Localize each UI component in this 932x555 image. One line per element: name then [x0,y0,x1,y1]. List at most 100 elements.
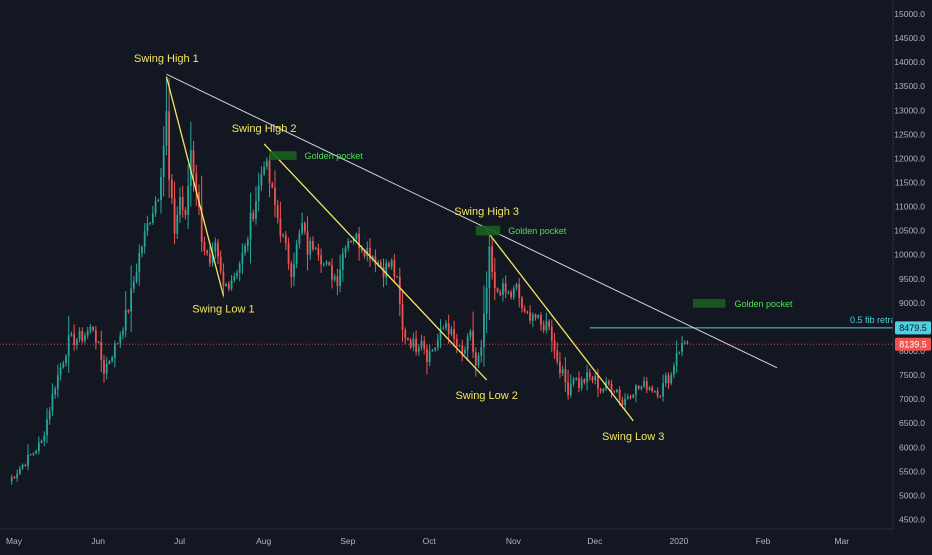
candle-body [366,247,369,257]
candle-body [588,372,591,378]
candle-body [662,383,664,397]
candle-body [683,342,686,344]
swing-label: Swing Low 3 [602,431,664,443]
candle-body [407,338,409,341]
candle-body [450,329,453,334]
candle-body [184,210,187,215]
candle-body [485,287,488,314]
x-tick-label: Sep [340,536,355,546]
candle-body [255,201,257,219]
candle-body [417,347,420,352]
y-tick-label: 12000.0 [894,153,925,163]
time-axis-panel[interactable] [0,529,932,550]
candle-body [40,440,43,443]
candle-body [569,383,572,396]
candle-body [130,288,133,312]
candle-body [382,266,385,278]
candle-body [176,214,179,234]
candle-body [643,380,645,387]
candle-body [312,241,314,250]
candle-body [423,340,426,349]
price-axis-panel[interactable] [893,0,932,529]
last-price-tag: 8139.5 [899,339,927,349]
y-tick-label: 7500.0 [899,370,925,380]
candle-body [143,230,146,247]
candle-body [461,345,464,354]
candle-body [629,396,632,398]
candle-body [491,246,493,272]
candle-body [648,387,651,390]
y-tick-label: 10000.0 [894,250,925,260]
candle-body [578,377,580,388]
candle-body [656,390,659,397]
candle-body [515,283,518,289]
swing-line[interactable] [165,76,225,296]
candle-body [284,235,287,244]
candle-body [29,454,32,456]
golden-pocket-label: Golden pocket [305,151,364,161]
candle-body [73,333,76,345]
candle-body [16,473,19,479]
candle-body [504,283,507,293]
candle-body [458,345,461,347]
candle-body [540,315,542,325]
golden-pocket-box[interactable] [269,151,297,160]
candle-body [195,172,198,193]
candle-body [624,399,626,406]
candle-body [586,372,588,383]
time-axis[interactable]: May Jun Jul Aug Sep Oct Nov Dec 2020 Feb Mar [6,536,849,546]
candle-body [572,379,575,384]
last-price-tag-bg [895,337,931,351]
golden-pocket-box[interactable] [475,225,501,236]
candle-body [290,263,293,277]
candle-body [564,369,567,383]
candle-body [89,326,92,332]
candle-body [548,321,550,327]
trendline[interactable] [166,73,778,369]
candle-body [659,396,662,398]
x-tick-label: May [6,536,23,546]
candle-body [521,298,523,309]
candle-body [54,388,57,395]
swing-line[interactable] [486,230,634,422]
candle-body [70,333,73,336]
candle-body [409,340,412,348]
candle-body [78,331,81,340]
candle-body [621,399,624,406]
candle-body [673,365,675,375]
candle-body [453,329,455,340]
candle-body [263,166,266,175]
candle-body [545,321,548,331]
candle-body [369,247,371,260]
candle-body [132,281,135,289]
candle-body [135,272,138,282]
candle-body [138,252,141,273]
candles [10,78,689,485]
candle-body [651,387,654,392]
candle-body [86,331,89,336]
swing-label: Swing High 1 [134,53,199,65]
candle-body [336,276,339,286]
swing-label: Swing Low 1 [192,303,254,315]
price-tags: 8479.5 8139.5 [895,321,931,351]
candle-body [431,350,434,352]
candle-body [412,338,415,348]
candle-body [502,283,504,296]
candle-body [37,442,40,452]
golden-pocket-box[interactable] [692,299,726,308]
candle-body [203,241,206,251]
y-tick-label: 5000.0 [899,490,925,500]
candle-body [607,381,610,384]
y-tick-label: 15000.0 [894,9,925,19]
candle-body [303,222,306,232]
candle-body [162,145,165,178]
candle-body [84,335,86,341]
candle-body [333,276,336,280]
candle-body [591,377,594,381]
candle-body [493,271,496,289]
candle-body [616,389,618,393]
swing-line[interactable] [263,143,488,381]
candle-body [531,314,534,321]
